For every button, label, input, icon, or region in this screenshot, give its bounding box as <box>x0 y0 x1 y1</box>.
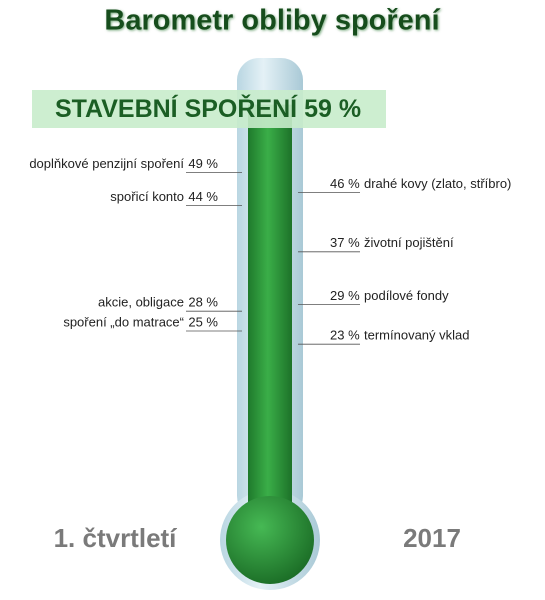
headline-value: 59 % <box>304 95 361 123</box>
category-label: spořicí konto <box>110 189 184 204</box>
headline-box <box>32 90 386 128</box>
value-label: 46 % <box>330 176 360 191</box>
category-label: akcie, obligace <box>98 295 184 310</box>
thermometer <box>220 58 320 590</box>
category-label: termínovaný vklad <box>364 328 470 343</box>
headline: STAVEBNÍ SPOŘENÍ 59 % <box>55 93 361 123</box>
liquid-bulb <box>226 496 314 584</box>
value-label: 25 % <box>188 314 218 329</box>
value-label: 23 % <box>330 328 360 343</box>
value-label: 44 % <box>188 189 218 204</box>
value-label: 37 % <box>330 235 360 250</box>
category-label: spoření „do matrace“ <box>63 314 184 329</box>
category-label: podílové fondy <box>364 288 449 303</box>
chart-title: Barometr obliby spoření <box>104 5 440 37</box>
category-label: drahé kovy (zlato, stříbro) <box>364 176 511 191</box>
period: 1. čtvrtletí <box>54 523 178 553</box>
value-label: 49 % <box>188 156 218 171</box>
value-label: 28 % <box>188 295 218 310</box>
year: 2017 <box>403 523 461 553</box>
headline-name: STAVEBNÍ SPOŘENÍ <box>55 93 298 123</box>
liquid <box>248 104 292 540</box>
category-label: doplňkové penzijní spoření <box>29 156 184 171</box>
category-label: životní pojištění <box>364 235 454 250</box>
value-label: 29 % <box>330 288 360 303</box>
